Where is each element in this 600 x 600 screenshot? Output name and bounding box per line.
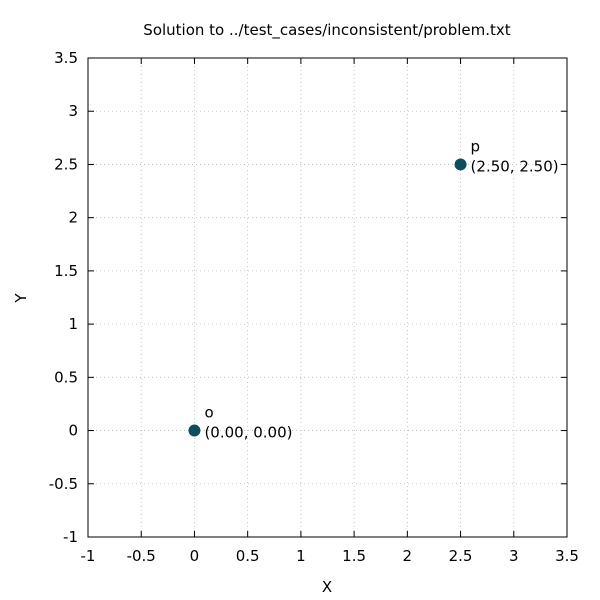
y-tick-label: 1: [68, 315, 78, 333]
x-tick-label: 2.5: [449, 547, 473, 565]
x-tick-label: 2: [403, 547, 413, 565]
x-tick-label: 0.5: [236, 547, 260, 565]
x-tick-label: 3.5: [555, 547, 579, 565]
y-tick-label: 2: [68, 209, 78, 227]
y-tick-label: 0.5: [54, 368, 78, 386]
y-tick-label: -0.5: [49, 475, 78, 493]
y-axis-label: Y: [12, 293, 30, 304]
y-tick-label: 0: [68, 422, 78, 440]
x-tick-label: -1: [81, 547, 96, 565]
x-tick-label: 1.5: [342, 547, 366, 565]
data-point-p: [454, 158, 467, 171]
x-tick-label: 3: [509, 547, 519, 565]
y-tick-label: 2.5: [54, 155, 78, 173]
x-axis-label: X: [322, 578, 332, 596]
x-tick-label: -0.5: [127, 547, 156, 565]
x-tick-label: 1: [296, 547, 306, 565]
data-point-o: [188, 424, 201, 437]
y-tick-label: 3: [68, 102, 78, 120]
point-name-label: p: [471, 137, 481, 155]
point-name-label: o: [204, 404, 213, 422]
chart-title: Solution to ../test_cases/inconsistent/p…: [143, 21, 510, 40]
plot-frame: [87, 57, 568, 538]
y-tick-label: -1: [63, 528, 78, 546]
point-coord-label: (0.00, 0.00): [204, 424, 292, 442]
point-coord-label: (2.50, 2.50): [471, 157, 559, 175]
axis-ticks: -1 -0.5 0 0.5 1 1.5 2 2.5 3 3.5 -1 -0.5 0 0.5 1 1.5 2 2.5…: [49, 49, 579, 565]
y-tick-label: 3.5: [54, 49, 78, 67]
y-tick-label: 1.5: [54, 262, 78, 280]
x-tick-label: 0: [190, 547, 200, 565]
grid-lines: [87, 57, 568, 538]
data-points: o (0.00, 0.00) p (2.50, 2.50): [188, 137, 559, 442]
